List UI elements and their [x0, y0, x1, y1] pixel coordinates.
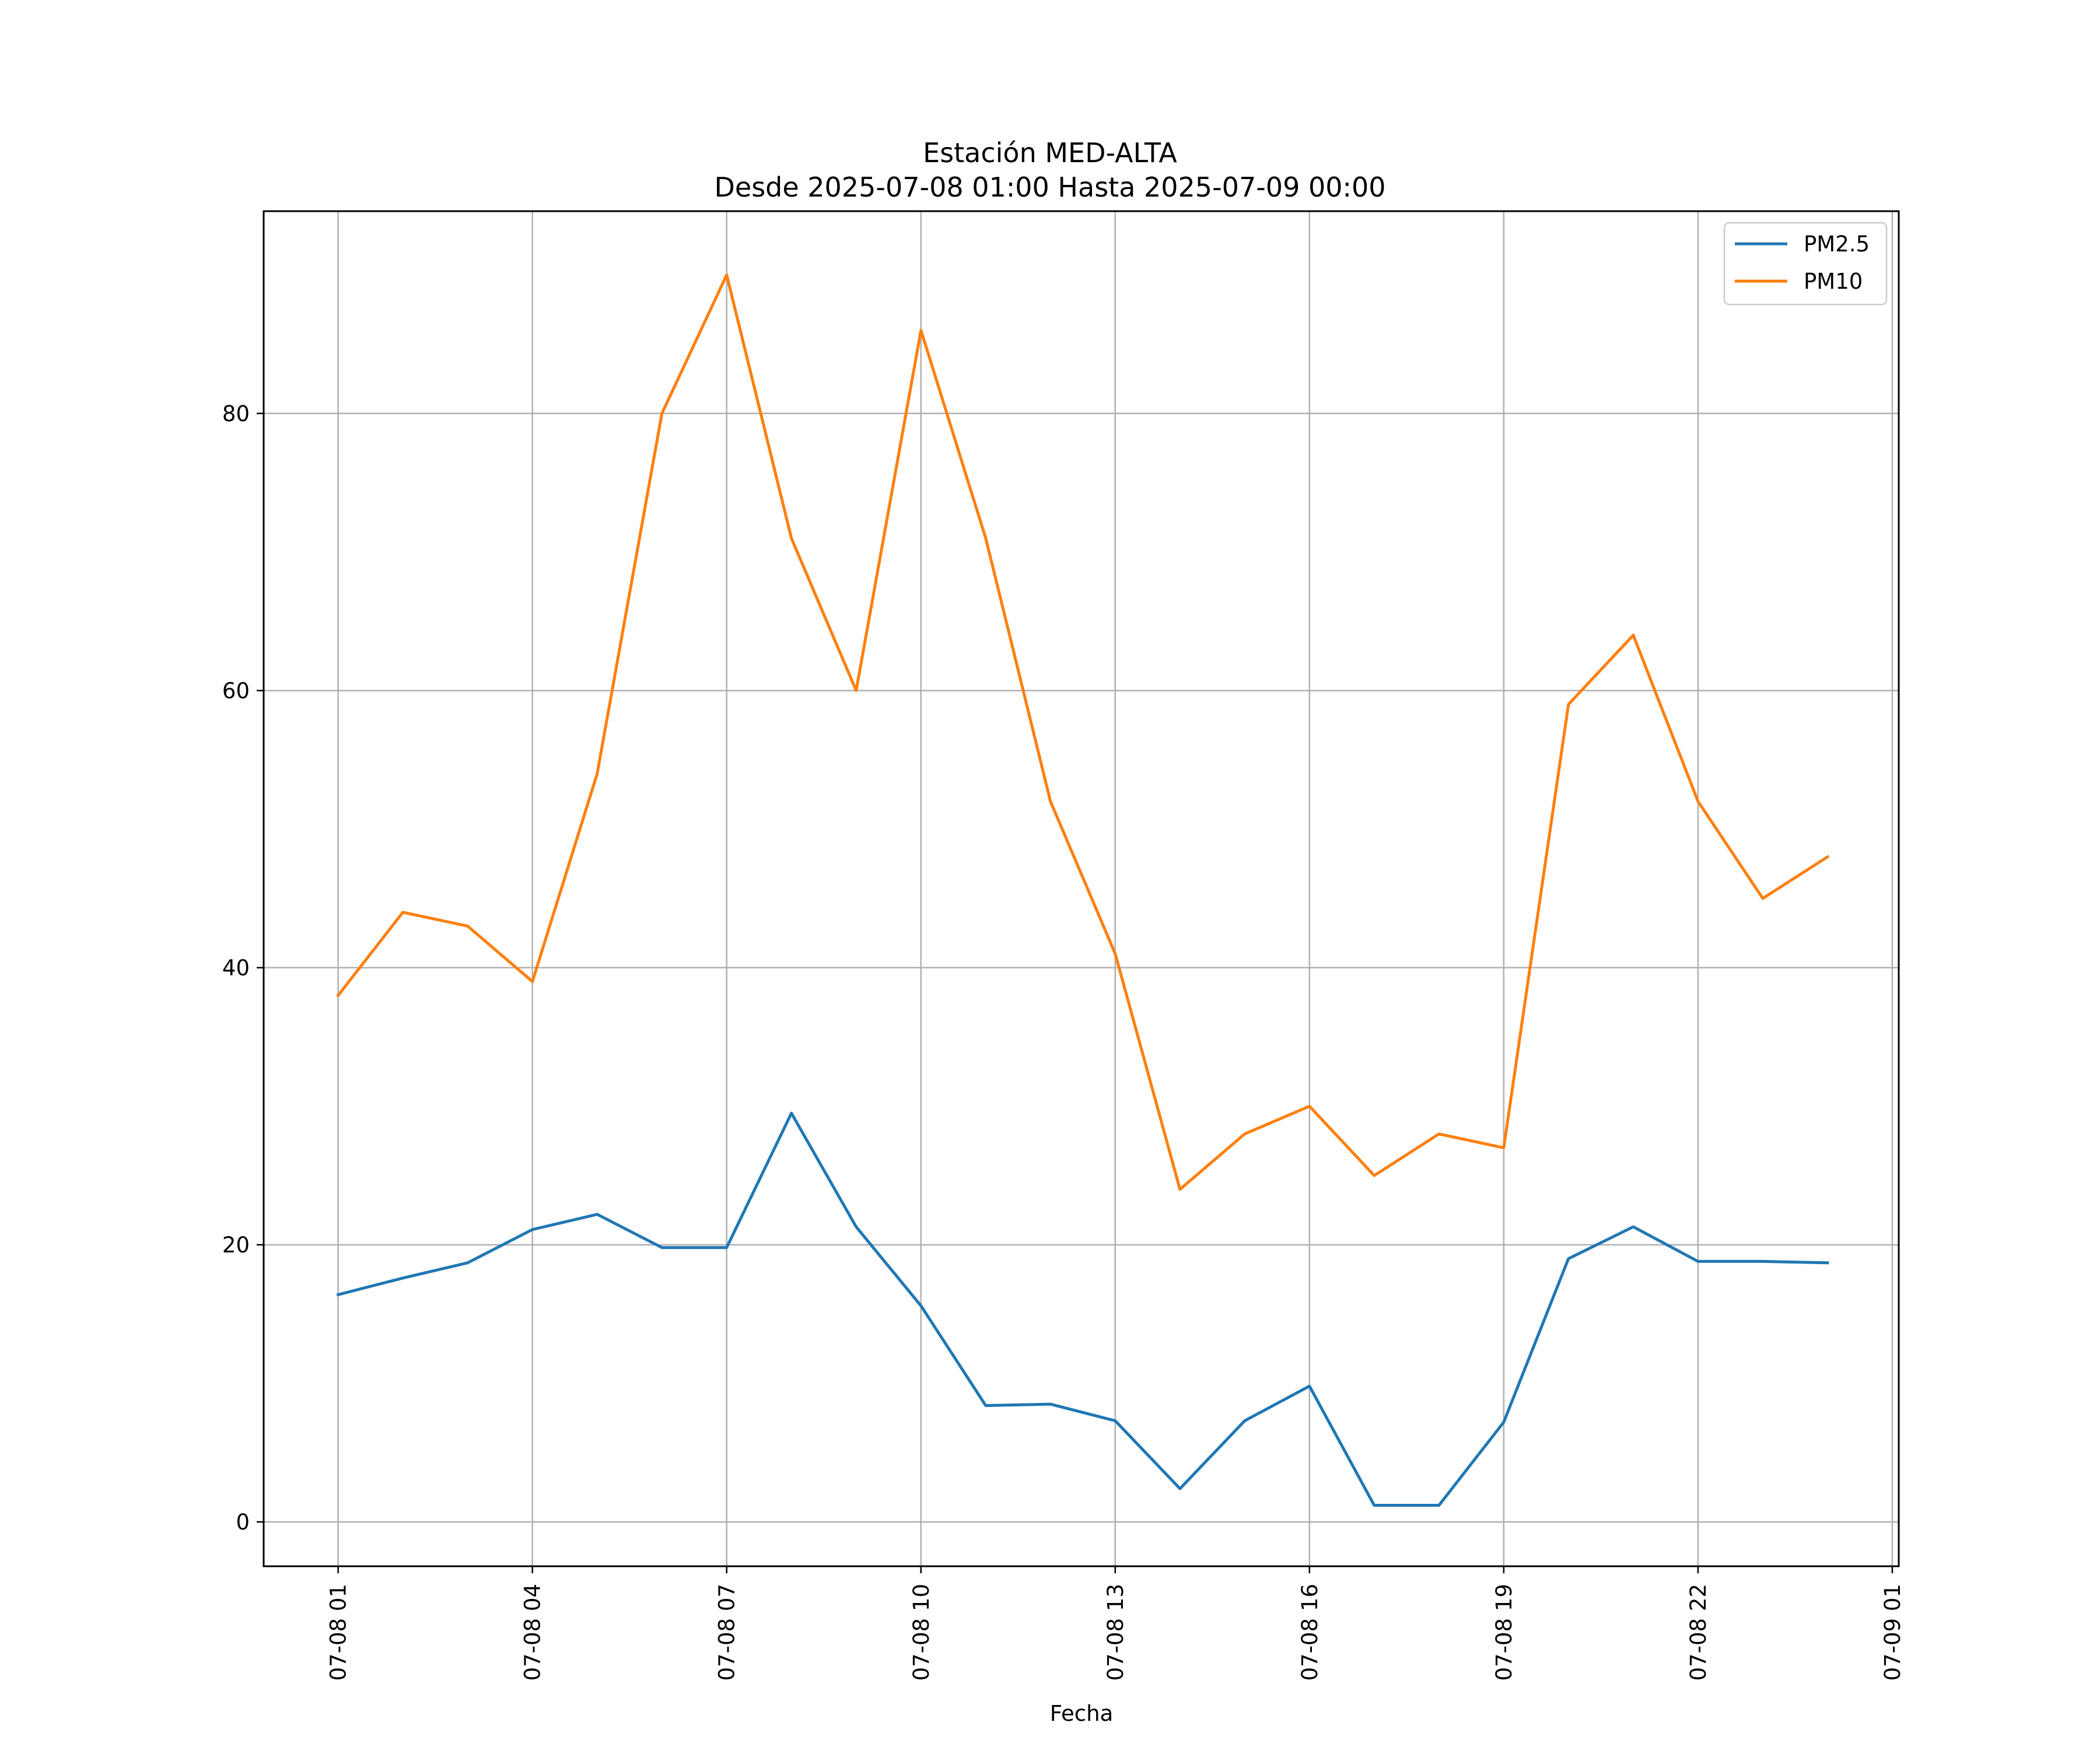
plot-frame: [262, 210, 1900, 1567]
legend-label-pm10: PM10: [1804, 269, 1863, 294]
x-tick-label: 07-08 01: [326, 1584, 351, 1681]
series-line-pm10: [336, 273, 1830, 1191]
chart-title: Estación MED-ALTA: [923, 137, 1177, 169]
x-tick-label: 07-08 07: [715, 1584, 740, 1681]
x-tick-label: 07-08 16: [1297, 1584, 1322, 1681]
x-tick-label: 07-08 22: [1686, 1584, 1711, 1681]
chart-subtitle: Desde 2025-07-08 01:00 Hasta 2025-07-09 …: [714, 172, 1385, 203]
y-axis: 0 20 40 60 80: [222, 401, 264, 1535]
legend-label-pm25: PM2.5: [1804, 232, 1870, 257]
x-tick-label: 07-08 19: [1492, 1584, 1517, 1681]
grid: [264, 211, 1899, 1566]
x-tick-label: 07-08 04: [520, 1584, 545, 1681]
y-tick-label: 40: [222, 956, 250, 981]
y-tick-label: 80: [222, 401, 250, 426]
x-axis: 07-08 01 07-08 04 07-08 07 07-08 10 07-08 13…: [326, 1566, 1905, 1681]
y-tick-label: 0: [236, 1510, 250, 1535]
x-axis-label: Fecha: [1050, 1701, 1114, 1726]
series-line-pm25: [336, 1111, 1829, 1507]
y-tick-label: 60: [222, 678, 250, 704]
plot-lines: [336, 273, 1830, 1507]
x-tick-label: 07-09 01: [1880, 1584, 1905, 1681]
x-tick-label: 07-08 10: [909, 1584, 934, 1681]
legend: PM2.5 PM10: [1723, 222, 1888, 306]
x-tick-label: 07-08 13: [1103, 1584, 1128, 1681]
y-tick-label: 20: [222, 1233, 250, 1258]
